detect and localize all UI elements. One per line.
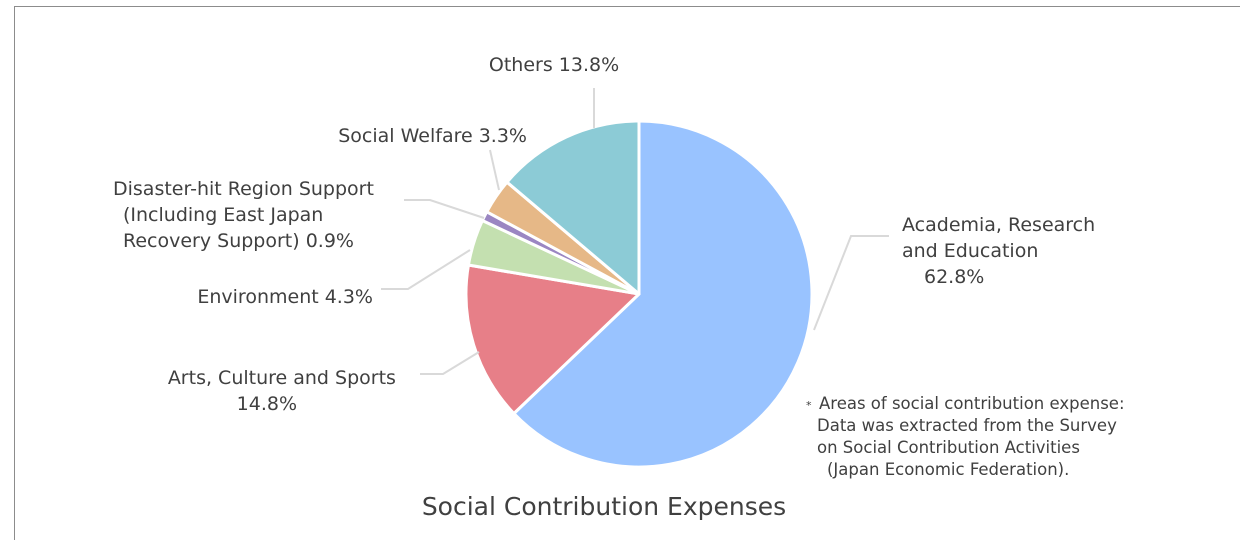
label-academia: Academia, Research and Education 62.8% bbox=[902, 214, 1101, 288]
leader-environment bbox=[381, 249, 471, 290]
label-social-welfare: Social Welfare 3.3% bbox=[338, 125, 527, 147]
label-others: Others 13.8% bbox=[489, 54, 619, 76]
chart-title: Social Contribution Expenses bbox=[422, 492, 786, 521]
leader-social-welfare bbox=[489, 149, 500, 191]
label-environment: Environment 4.3% bbox=[197, 286, 373, 308]
slice-academia bbox=[512, 119, 814, 469]
label-disaster: Disaster-hit Region Support (Including E… bbox=[113, 178, 380, 252]
leader-academia bbox=[813, 235, 889, 331]
pie-slices bbox=[464, 119, 814, 469]
leader-disaster bbox=[404, 199, 485, 219]
leader-lines bbox=[381, 88, 889, 375]
footnote: * Areas of social contribution expense: … bbox=[806, 394, 1130, 479]
label-arts: Arts, Culture and Sports 14.8% bbox=[168, 367, 402, 415]
slice-others bbox=[505, 119, 641, 296]
leader-arts bbox=[420, 351, 480, 375]
slice-arts bbox=[464, 263, 641, 416]
chart-frame bbox=[14, 6, 1240, 540]
